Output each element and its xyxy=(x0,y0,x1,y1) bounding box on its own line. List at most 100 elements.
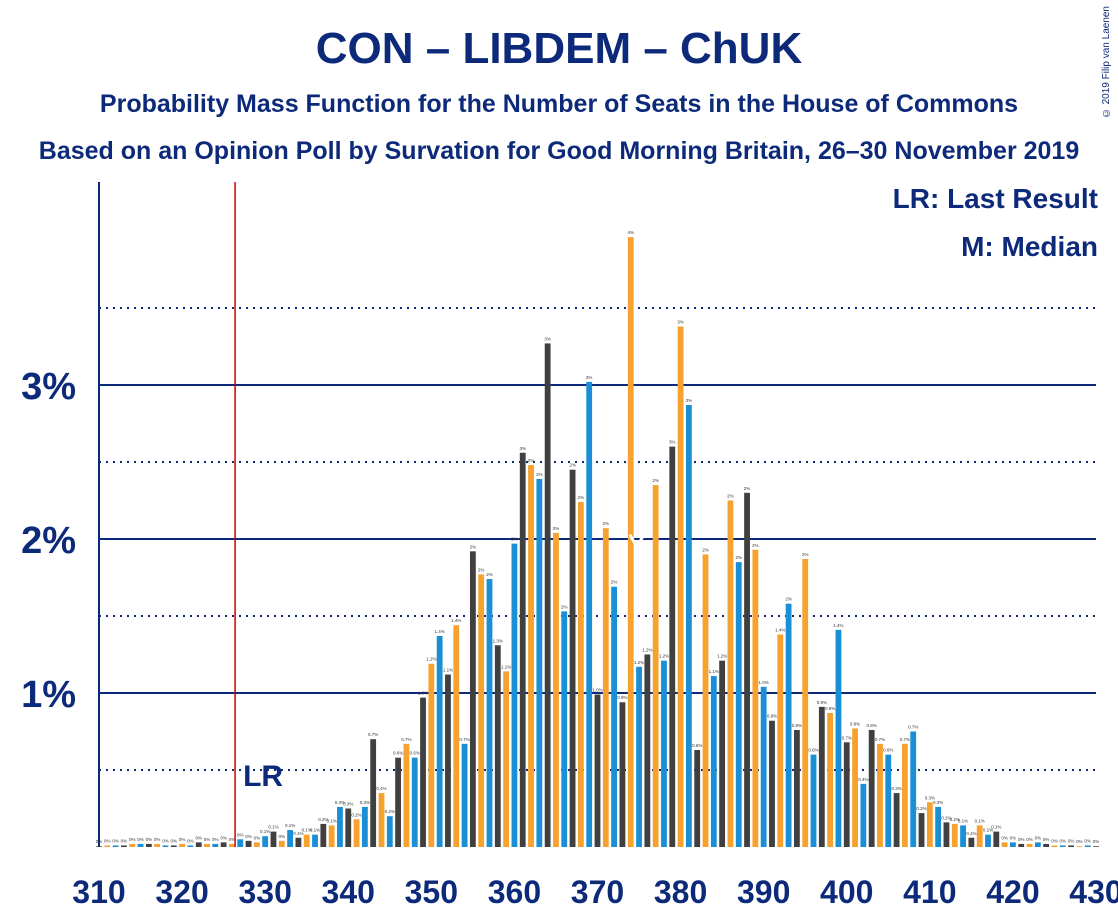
bar xyxy=(760,686,767,847)
bar-data-label: 0% xyxy=(1076,839,1083,844)
bar-data-label: 2% xyxy=(536,472,543,477)
bar-data-label: 2% xyxy=(702,547,709,552)
bar-data-label: 0% xyxy=(146,837,153,842)
bar-data-label: 1.4% xyxy=(775,627,785,632)
bar xyxy=(312,834,318,847)
bar xyxy=(910,731,917,847)
bar xyxy=(1010,842,1016,847)
x-tick-label: 330 xyxy=(238,874,291,910)
bar xyxy=(810,754,817,847)
x-tick-label: 430 xyxy=(1069,874,1118,910)
bar-data-label: 2% xyxy=(611,580,618,585)
bar xyxy=(769,720,775,847)
bar xyxy=(237,839,244,847)
bar-data-label: 0.1% xyxy=(302,828,312,833)
bar-data-label: 0.2% xyxy=(318,817,328,822)
bar xyxy=(802,559,809,847)
bar xyxy=(162,845,169,847)
bar-data-label: 0% xyxy=(220,835,227,840)
bar-data-label: 0.1% xyxy=(310,828,320,833)
bar xyxy=(569,469,576,847)
bar xyxy=(918,813,925,847)
bar-data-label: 1.2% xyxy=(659,654,669,659)
bar-data-label: 0% xyxy=(112,838,119,843)
bar-data-label: 0.1% xyxy=(991,825,1001,830)
bar xyxy=(195,842,202,847)
y-tick-label: 2% xyxy=(21,520,76,562)
legend-median: M: Median xyxy=(961,231,1098,262)
x-tick-label: 340 xyxy=(322,874,375,910)
bar-data-label: 0% xyxy=(1060,838,1067,843)
bar-data-label: 0% xyxy=(1010,835,1017,840)
bar-data-label: 2% xyxy=(744,486,751,491)
bar xyxy=(1059,845,1066,847)
bar xyxy=(602,528,609,847)
bar xyxy=(328,825,335,847)
bar-data-label: 0.7% xyxy=(368,732,378,737)
median-marker xyxy=(628,533,646,550)
bar-data-label: 0.1% xyxy=(958,818,968,823)
x-tick-label: 320 xyxy=(155,874,208,910)
bar xyxy=(121,845,127,847)
bar xyxy=(270,831,277,847)
bar-data-label: 2% xyxy=(735,555,742,560)
bar-data-label: 1.0% xyxy=(418,691,428,696)
bar-data-label: 0% xyxy=(245,834,252,839)
bar xyxy=(636,666,642,847)
bar-data-label: 1.4% xyxy=(833,623,843,628)
bar-data-label: 0.6% xyxy=(393,751,403,756)
bar xyxy=(253,842,260,847)
bar-data-label: 0% xyxy=(137,837,144,842)
x-tick-label: 310 xyxy=(72,874,125,910)
bar-data-label: 0.7% xyxy=(401,737,411,742)
bar-data-label: 2% xyxy=(785,597,792,602)
chart-title: CON – LIBDEM – ChUK xyxy=(315,24,803,73)
bar xyxy=(511,543,518,847)
bar xyxy=(278,840,285,847)
x-tick-label: 370 xyxy=(571,874,624,910)
bar xyxy=(96,846,102,847)
bar xyxy=(1084,845,1091,847)
bar-data-label: 0.2% xyxy=(385,809,395,814)
bar xyxy=(262,836,269,847)
bar-data-label: 0% xyxy=(204,837,211,842)
bar-data-label: 2% xyxy=(511,537,518,542)
bar-data-label: 3% xyxy=(519,446,526,451)
bar xyxy=(852,728,858,847)
bar xyxy=(594,694,601,847)
bar xyxy=(893,793,900,847)
bar-data-label: 0.7% xyxy=(908,725,918,730)
bar-data-label: 0.8% xyxy=(767,714,777,719)
bar xyxy=(403,743,410,847)
bar-data-label: 0.1% xyxy=(268,825,278,830)
bar xyxy=(519,452,526,847)
bar xyxy=(503,671,510,847)
bar xyxy=(453,625,460,847)
bar xyxy=(494,645,501,847)
bar-data-label: 0% xyxy=(1018,837,1025,842)
bar xyxy=(611,586,618,847)
bar-data-label: 0.3% xyxy=(343,802,353,807)
bar-data-label: 0% xyxy=(179,837,186,842)
bar-data-label: 3% xyxy=(669,440,676,445)
bar-data-label: 0.9% xyxy=(817,700,827,705)
bar xyxy=(561,611,568,847)
bar xyxy=(943,822,950,847)
bar xyxy=(553,532,559,847)
bar-data-label: 0% xyxy=(229,837,236,842)
bar xyxy=(386,816,393,847)
bar-data-label: 1.4% xyxy=(435,629,445,634)
bar-data-label: 1.1% xyxy=(709,669,719,674)
bar-data-label: 2% xyxy=(528,458,535,463)
bar xyxy=(843,742,850,847)
bar xyxy=(411,757,418,847)
bar-data-label: 0.6% xyxy=(410,751,420,756)
bar-data-label: 3% xyxy=(677,319,684,324)
bar-data-label: 0.3% xyxy=(933,800,943,805)
bar xyxy=(868,729,875,847)
bar xyxy=(960,825,966,847)
bar xyxy=(644,654,651,847)
bar xyxy=(619,702,626,847)
bar xyxy=(295,837,302,847)
bar-data-label: 3% xyxy=(544,336,551,341)
